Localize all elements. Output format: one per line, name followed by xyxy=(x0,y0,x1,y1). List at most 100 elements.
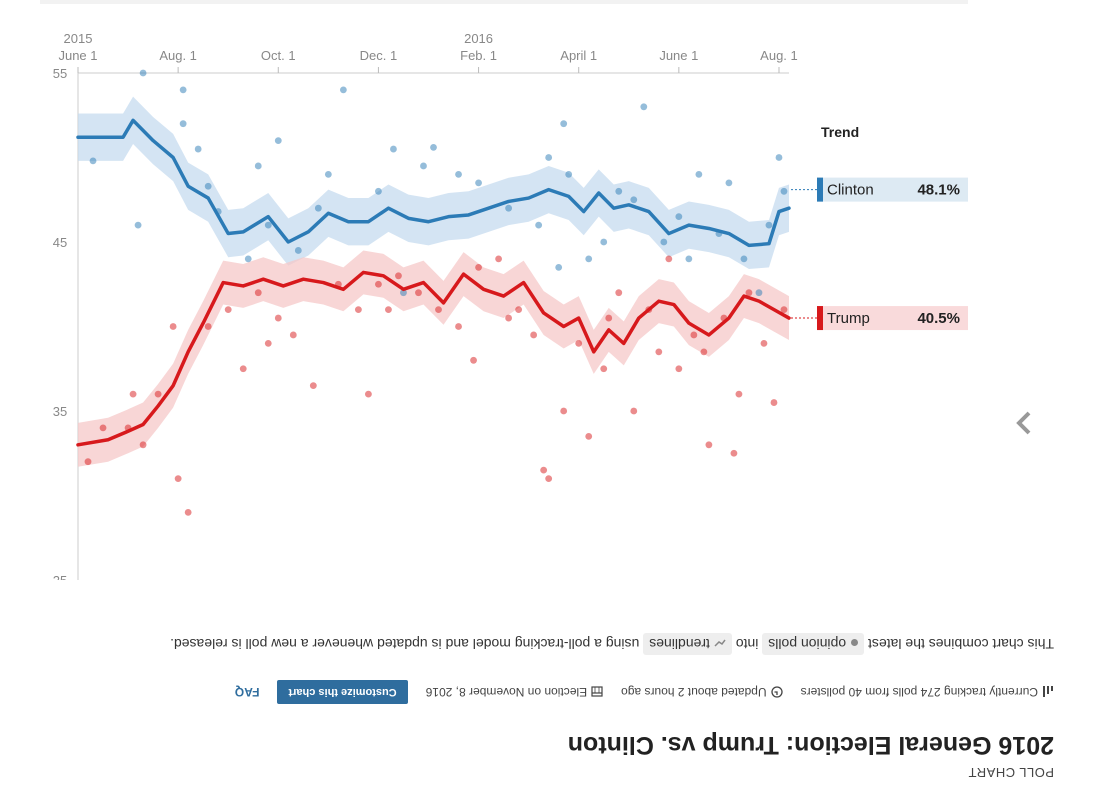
trump-poll-point[interactable] xyxy=(705,441,713,449)
trump-poll-point[interactable] xyxy=(770,399,778,406)
clinton-poll-point[interactable] xyxy=(264,221,272,229)
clinton-poll-point[interactable] xyxy=(660,238,668,246)
trump-poll-point[interactable] xyxy=(690,331,698,339)
clinton-poll-point[interactable] xyxy=(640,103,648,111)
trump-poll-point[interactable] xyxy=(585,432,593,440)
trump-trend-line[interactable] xyxy=(76,270,791,447)
trump-poll-point[interactable] xyxy=(289,331,297,339)
trump-poll-point[interactable] xyxy=(530,331,538,339)
clinton-poll-point[interactable] xyxy=(314,204,322,212)
trump-poll-point[interactable] xyxy=(385,306,392,313)
trump-poll-point[interactable] xyxy=(354,306,362,313)
trump-poll-point[interactable] xyxy=(495,255,502,263)
trump-poll-point[interactable] xyxy=(545,475,553,482)
trump-poll-point[interactable] xyxy=(605,314,613,322)
trendlines-toggle[interactable]: trendlines xyxy=(643,633,732,655)
clinton-poll-point[interactable] xyxy=(615,187,623,195)
clinton-poll-point[interactable] xyxy=(139,69,147,77)
clinton-poll-point[interactable] xyxy=(294,247,302,254)
clinton-poll-point[interactable] xyxy=(505,204,513,212)
clinton-poll-point[interactable] xyxy=(420,162,427,170)
clinton-poll-point[interactable] xyxy=(555,263,563,271)
trump-poll-point[interactable] xyxy=(475,263,482,271)
trump-poll-point[interactable] xyxy=(375,280,382,288)
trump-poll-point[interactable] xyxy=(224,306,232,313)
trump-poll-point[interactable] xyxy=(615,289,623,297)
clinton-trend-line[interactable] xyxy=(76,118,791,248)
clinton-poll-point[interactable] xyxy=(560,120,568,128)
clinton-poll-point[interactable] xyxy=(244,255,252,263)
clinton-poll-point[interactable] xyxy=(535,221,543,229)
clinton-poll-point[interactable] xyxy=(339,86,347,94)
clinton-poll-point[interactable] xyxy=(545,154,553,161)
clinton-poll-point[interactable] xyxy=(585,255,593,263)
clinton-poll-point[interactable] xyxy=(134,221,142,229)
clinton-poll-point[interactable] xyxy=(179,120,187,128)
clinton-poll-point[interactable] xyxy=(765,221,773,229)
clinton-poll-point[interactable] xyxy=(375,187,382,195)
trump-poll-point[interactable] xyxy=(154,390,162,398)
clinton-poll-point[interactable] xyxy=(675,213,683,221)
clinton-poll-point[interactable] xyxy=(695,171,703,178)
clinton-poll-point[interactable] xyxy=(179,86,187,94)
trump-poll-point[interactable] xyxy=(505,314,513,322)
opinion-polls-toggle[interactable]: opinion polls xyxy=(762,633,865,655)
clinton-poll-point[interactable] xyxy=(324,171,332,178)
trump-poll-point[interactable] xyxy=(745,289,753,297)
trump-poll-point[interactable] xyxy=(455,323,462,330)
customize-chart-button[interactable]: Customize this chart xyxy=(277,680,408,704)
clinton-poll-point[interactable] xyxy=(194,145,202,153)
clinton-poll-point[interactable] xyxy=(89,157,97,165)
clinton-poll-point[interactable] xyxy=(455,171,462,178)
clinton-poll-point[interactable] xyxy=(204,182,212,190)
trump-poll-point[interactable] xyxy=(184,509,192,516)
clinton-poll-point[interactable] xyxy=(565,171,573,178)
trump-poll-point[interactable] xyxy=(515,306,523,313)
trump-poll-point[interactable] xyxy=(239,365,247,373)
trump-poll-point[interactable] xyxy=(365,390,372,398)
trump-poll-point[interactable] xyxy=(99,424,107,432)
trump-poll-point[interactable] xyxy=(675,365,683,373)
trump-poll-point[interactable] xyxy=(174,475,182,482)
trump-poll-point[interactable] xyxy=(665,255,673,263)
trump-poll-point[interactable] xyxy=(139,441,147,449)
clinton-poll-point[interactable] xyxy=(630,196,638,204)
clinton-poll-point[interactable] xyxy=(775,154,783,161)
trump-poll-point[interactable] xyxy=(540,466,548,474)
trump-poll-point[interactable] xyxy=(700,348,708,356)
trump-poll-point[interactable] xyxy=(129,390,137,398)
clinton-poll-point[interactable] xyxy=(475,179,482,187)
clinton-poll-point[interactable] xyxy=(685,255,693,263)
clinton-poll-point[interactable] xyxy=(390,145,397,153)
trump-poll-point[interactable] xyxy=(780,306,788,313)
trump-poll-point[interactable] xyxy=(560,407,568,415)
trump-poll-point[interactable] xyxy=(254,289,262,297)
trump-poll-point[interactable] xyxy=(470,356,477,364)
chevron-right-icon[interactable] xyxy=(1014,408,1034,438)
trump-poll-point[interactable] xyxy=(395,272,402,280)
trump-poll-point[interactable] xyxy=(84,458,92,466)
trump-poll-point[interactable] xyxy=(309,382,317,390)
trump-poll-point[interactable] xyxy=(730,449,738,457)
trump-poll-point[interactable] xyxy=(264,340,272,347)
trump-poll-point[interactable] xyxy=(600,365,608,373)
trump-poll-point[interactable] xyxy=(575,340,583,347)
clinton-poll-point[interactable] xyxy=(400,289,407,297)
trump-poll-point[interactable] xyxy=(415,289,422,297)
trump-poll-point[interactable] xyxy=(735,390,743,398)
trump-poll-point[interactable] xyxy=(169,323,177,330)
trump-poll-point[interactable] xyxy=(655,348,663,356)
trump-poll-point[interactable] xyxy=(760,340,768,347)
trump-poll-point[interactable] xyxy=(204,323,212,330)
clinton-poll-point[interactable] xyxy=(740,255,748,263)
trump-poll-point[interactable] xyxy=(630,407,638,415)
trump-poll-point[interactable] xyxy=(274,314,282,322)
clinton-poll-point[interactable] xyxy=(430,143,437,151)
clinton-poll-point[interactable] xyxy=(780,187,788,195)
clinton-poll-point[interactable] xyxy=(254,162,262,170)
clinton-poll-point[interactable] xyxy=(600,238,608,246)
clinton-poll-point[interactable] xyxy=(725,179,733,187)
faq-link[interactable]: FAQ xyxy=(234,685,260,699)
clinton-poll-point[interactable] xyxy=(274,137,282,144)
trump-poll-point[interactable] xyxy=(435,306,442,313)
